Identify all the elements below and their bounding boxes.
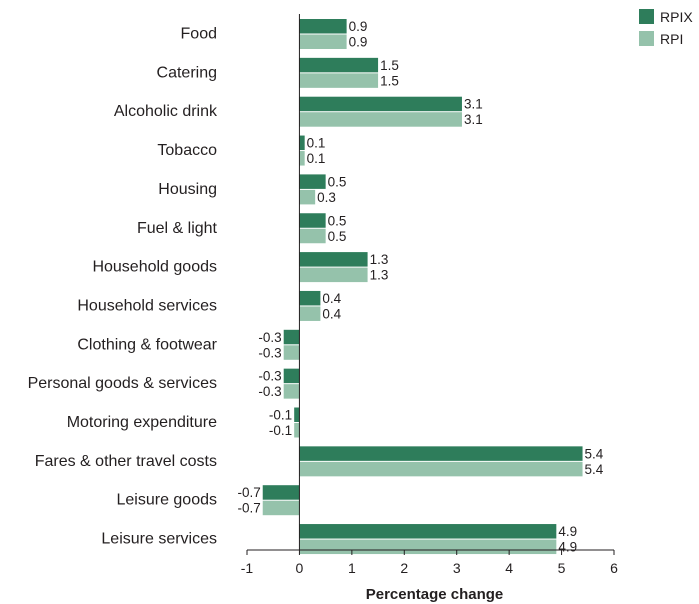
value-label: 1.5	[380, 73, 399, 88]
x-axis: -1 0 1 2 3 4 5 6	[241, 14, 618, 576]
value-label: 5.4	[585, 446, 604, 461]
bar-rpix	[294, 407, 300, 422]
category-label: Leisure goods	[116, 492, 217, 509]
value-label: -0.1	[269, 423, 292, 438]
value-label: 5.4	[585, 462, 604, 477]
category-label: Household services	[77, 297, 217, 314]
category-labels: Food Catering Alcoholic drink Tobacco Housin…	[28, 26, 218, 548]
category-label: Tobacco	[157, 142, 217, 159]
legend-label-rpix: RPIX	[660, 9, 693, 25]
bar-rpix	[283, 368, 300, 384]
value-label: -0.7	[237, 485, 260, 500]
value-label: 1.5	[380, 58, 399, 73]
legend: RPIX RPI	[639, 9, 693, 47]
value-label: 4.9	[558, 540, 577, 555]
value-label: 0.9	[349, 35, 368, 50]
x-tick-label: 3	[453, 560, 461, 576]
x-tick-label: 2	[400, 560, 408, 576]
category-label: Fares & other travel costs	[35, 453, 217, 470]
category-label: Food	[181, 26, 217, 43]
x-tick-label: 6	[610, 560, 618, 576]
value-label: 0.9	[349, 19, 368, 34]
bar-rpix	[262, 485, 300, 500]
value-label: -0.7	[237, 501, 260, 516]
value-label: 0.5	[328, 229, 347, 244]
value-label: 0.4	[322, 291, 341, 306]
category-label: Housing	[158, 181, 217, 198]
value-label: 0.5	[328, 213, 347, 228]
bar-rpi	[299, 34, 347, 49]
x-tick-label: 5	[558, 560, 566, 576]
bar-rpix	[283, 329, 300, 345]
value-label: 0.1	[307, 136, 326, 151]
x-axis-title: Percentage change	[366, 586, 504, 603]
category-label: Catering	[157, 64, 217, 81]
category-label: Household goods	[92, 259, 217, 276]
value-label: 0.3	[317, 190, 336, 205]
bar-rpi	[299, 267, 368, 283]
bar-rpi	[299, 461, 583, 477]
x-tick-label: -1	[241, 560, 254, 576]
category-label: Alcoholic drink	[114, 103, 218, 120]
category-label: Fuel & light	[137, 220, 218, 237]
x-tick-label: 0	[296, 560, 304, 576]
value-label: 3.1	[464, 112, 483, 127]
bar-rpix	[299, 19, 347, 34]
bar-rpix	[299, 135, 305, 151]
value-label: 0.5	[328, 174, 347, 189]
bar-rpi	[299, 228, 326, 244]
bar-rpi	[299, 539, 557, 555]
x-tick-label: 1	[348, 560, 356, 576]
value-label: 1.3	[370, 252, 389, 267]
bar-rpi	[299, 73, 379, 88]
bar-rpix	[299, 213, 326, 228]
legend-swatch-rpi	[639, 31, 654, 46]
value-label: 0.1	[307, 151, 326, 166]
value-label: -0.3	[258, 369, 281, 384]
bar-rpi	[299, 151, 305, 166]
bar-rpi	[299, 306, 321, 321]
legend-swatch-rpix	[639, 9, 654, 24]
category-label: Clothing & footwear	[77, 336, 217, 353]
bar-rpix	[299, 446, 583, 461]
value-labels: 0.90.91.51.53.13.10.10.10.50.30.50.51.31…	[237, 19, 603, 555]
category-label: Leisure services	[101, 531, 217, 548]
bar-rpi	[283, 384, 300, 399]
value-label: -0.1	[269, 408, 292, 423]
bar-rpi	[262, 500, 300, 516]
value-label: -0.3	[258, 330, 281, 345]
bar-rpix	[299, 174, 326, 189]
bar-rpi	[299, 189, 316, 205]
value-label: -0.3	[258, 384, 281, 399]
value-label: 0.4	[322, 306, 341, 321]
value-label: 4.9	[558, 524, 577, 539]
bar-rpi	[294, 423, 300, 438]
bar-rpix	[299, 96, 462, 112]
bar-rpix	[299, 290, 321, 306]
value-label: -0.3	[258, 345, 281, 360]
bar-rpix	[299, 252, 368, 267]
bar-rpix	[299, 57, 379, 73]
value-label: 3.1	[464, 97, 483, 112]
legend-label-rpi: RPI	[660, 31, 683, 47]
category-label: Motoring expenditure	[67, 414, 217, 431]
x-tick-label: 4	[505, 560, 513, 576]
bar-rpi	[299, 112, 462, 127]
category-label: Personal goods & services	[28, 375, 217, 392]
value-label: 1.3	[370, 268, 389, 283]
bars-group	[262, 19, 583, 555]
bar-rpix	[299, 524, 557, 539]
bar-rpi	[283, 345, 300, 360]
